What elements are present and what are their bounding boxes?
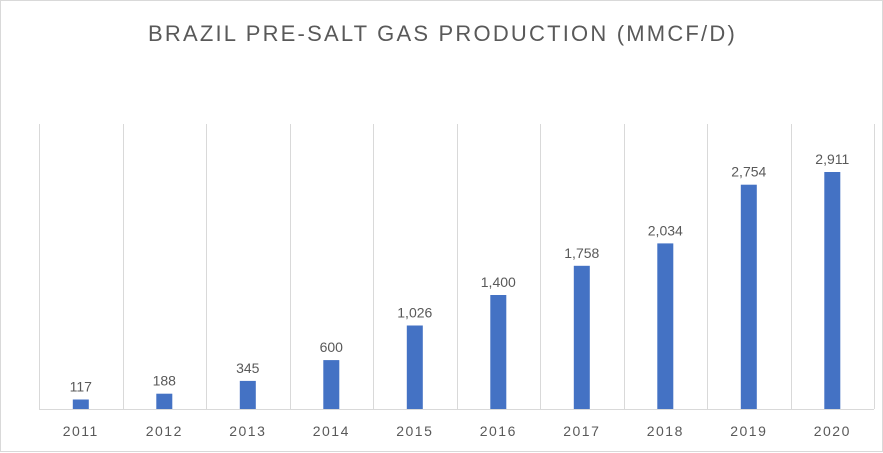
bar [156,393,173,409]
data-label: 1,026 [397,305,432,321]
data-label: 2,911 [815,151,849,167]
category-label: 2018 [647,423,684,439]
bar [323,360,340,409]
bar [824,172,841,409]
category-label: 2016 [480,423,517,439]
chart-title: BRAZIL PRE-SALT GAS PRODUCTION (MMCF/D) [148,21,737,46]
category-label: 2012 [146,423,183,439]
category-label: 2017 [563,423,600,439]
bar [657,243,674,409]
category-label: 2014 [313,423,350,439]
bar [490,295,507,409]
bar [239,380,256,409]
category-label: 2015 [396,423,433,439]
category-label: 2011 [63,423,99,439]
bar [406,325,423,409]
data-label: 2,034 [648,222,683,238]
category-label: 2013 [229,423,266,439]
data-label: 188 [153,373,177,389]
data-label: 1,400 [481,274,516,290]
category-label: 2020 [814,423,851,439]
category-label: 2019 [730,423,767,439]
data-label: 600 [320,339,344,355]
bar [573,265,590,409]
data-label: 345 [236,360,260,376]
bar [72,399,89,409]
data-label: 1,758 [564,245,599,261]
data-label: 2,754 [731,164,766,180]
data-label: 117 [70,379,93,395]
bar [740,184,757,409]
